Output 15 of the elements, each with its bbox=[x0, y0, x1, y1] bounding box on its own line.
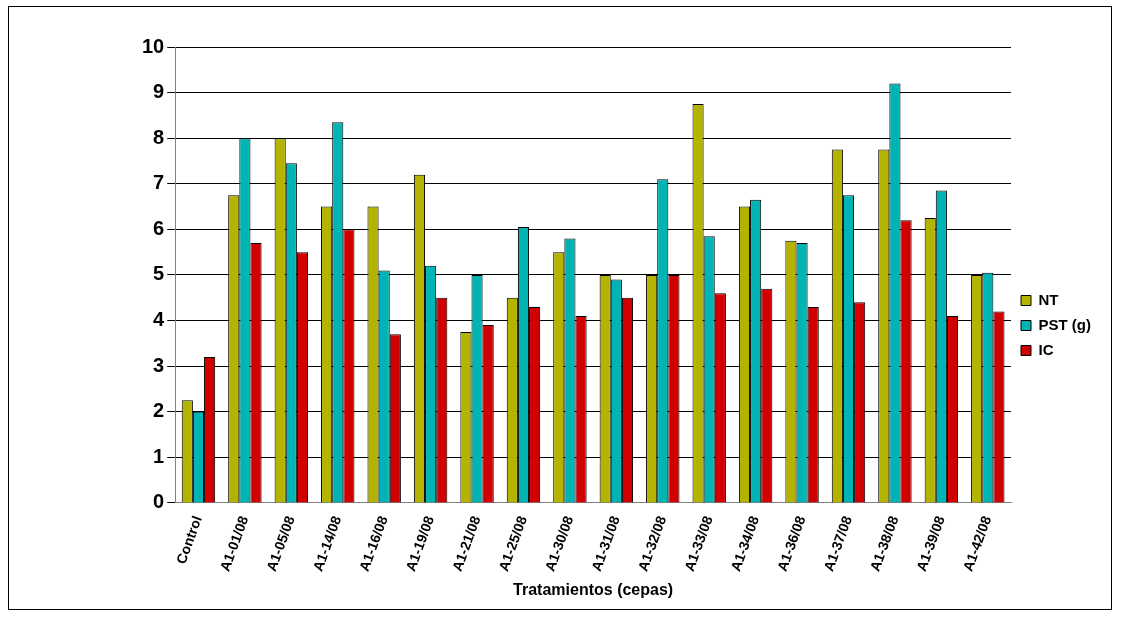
y-tick-label: 3 bbox=[153, 353, 165, 376]
y-tick-label: 2 bbox=[153, 399, 165, 422]
legend-label: PST (g) bbox=[1038, 315, 1092, 333]
y-tick-label: 7 bbox=[153, 171, 165, 194]
y-tick-label: 5 bbox=[153, 262, 165, 285]
y-tick-label: 6 bbox=[153, 216, 165, 239]
x-axis-title: Tratamientos (cepas) bbox=[513, 580, 674, 598]
legend-label: IC bbox=[1038, 340, 1054, 358]
y-tick-label: 10 bbox=[142, 34, 165, 57]
y-tick-label: 1 bbox=[153, 444, 165, 467]
y-tick-label: 8 bbox=[153, 125, 165, 148]
y-tick-label: 9 bbox=[153, 80, 165, 103]
legend-label: NT bbox=[1038, 290, 1059, 308]
y-tick-label: 4 bbox=[153, 308, 166, 331]
y-tick-label: 0 bbox=[153, 490, 165, 513]
